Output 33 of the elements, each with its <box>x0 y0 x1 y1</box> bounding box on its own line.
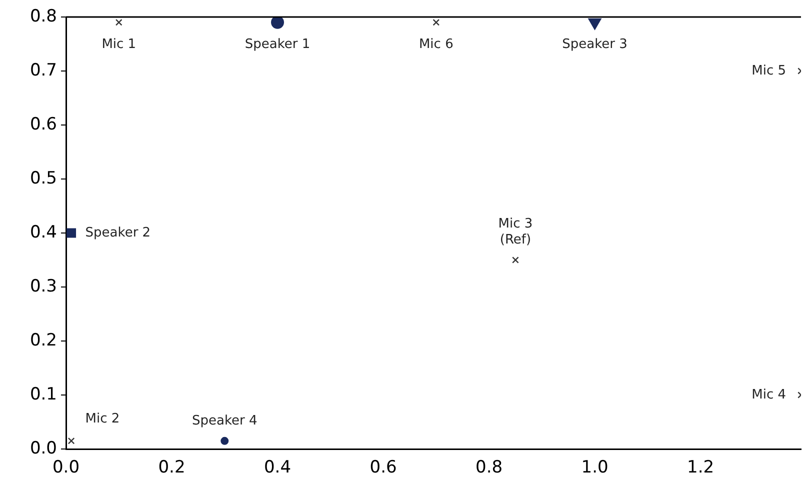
annotation: Speaker 1 <box>244 36 310 52</box>
x-tick-label: 0.0 <box>52 458 80 478</box>
x-tick-label: 0.8 <box>476 458 503 478</box>
annotation: Speaker 4 <box>192 413 258 428</box>
annotation: Mic 5 <box>752 63 786 78</box>
x-tick-label: 1.2 <box>687 458 714 478</box>
x-tick-label: 0.2 <box>158 458 186 478</box>
annotation: Mic 3 (Ref) <box>498 216 533 248</box>
annotation: Mic 2 <box>85 411 120 426</box>
y-tick-label: 0.0 <box>30 438 57 458</box>
y-tick-label: 0.3 <box>30 276 57 296</box>
y-tick-label: 0.7 <box>30 60 57 80</box>
point <box>512 256 519 264</box>
y-tick-label: 0.5 <box>30 168 57 188</box>
point <box>220 436 229 445</box>
annotation: Mic 4 <box>752 387 786 402</box>
point <box>68 437 75 444</box>
annotation: Speaker 2 <box>85 225 151 240</box>
annotation: Mic 1 <box>102 36 136 52</box>
point <box>66 228 76 238</box>
y-tick-label: 0.6 <box>30 114 57 134</box>
annotation: Mic 6 <box>418 36 454 52</box>
point <box>115 18 122 26</box>
x-tick-label: 1.0 <box>581 458 608 478</box>
point <box>432 18 440 26</box>
y-tick-label: 0.1 <box>30 384 57 404</box>
annotation: Speaker 3 <box>562 36 628 52</box>
point <box>271 17 284 29</box>
x-tick-label: 0.4 <box>264 458 292 478</box>
y-tick-label: 0.2 <box>30 330 57 350</box>
x-tick-label: 0.6 <box>370 458 397 478</box>
y-tick-label: 0.4 <box>30 222 57 242</box>
y-tick-label: 0.8 <box>30 6 57 26</box>
